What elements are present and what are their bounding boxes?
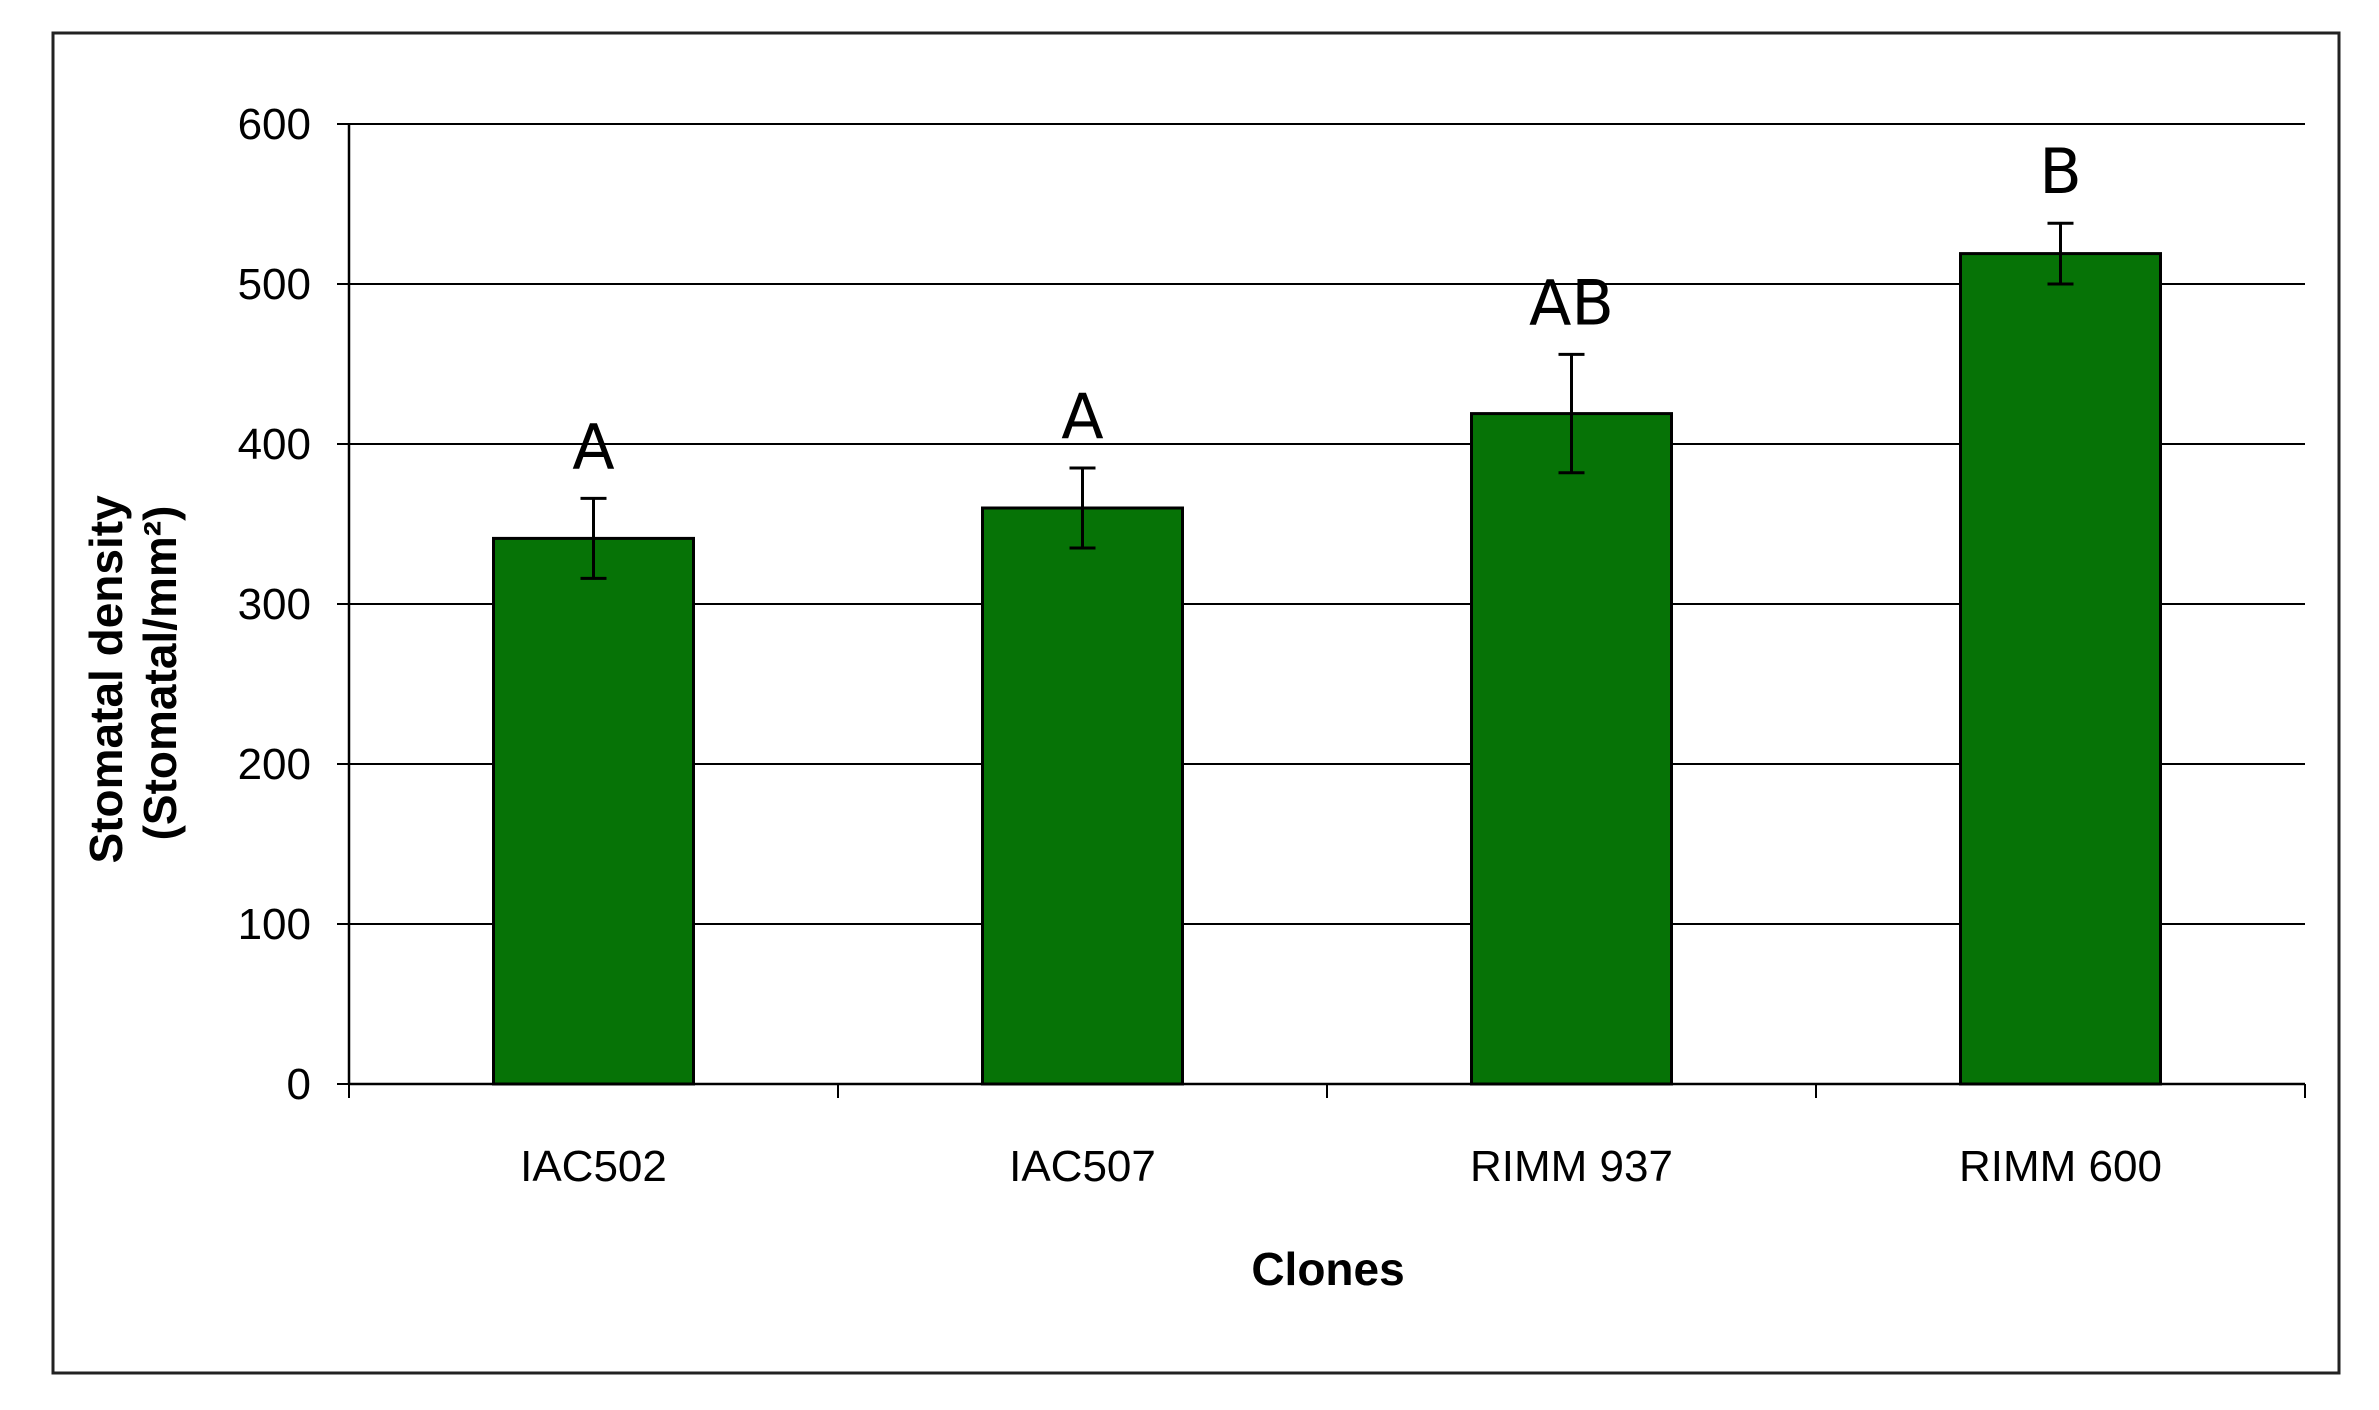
x-axis-ticks: IAC502 IAC507 RIMM 937 RIMM 600: [348, 1084, 2306, 1191]
bar-iac507: [981, 506, 1184, 1086]
significance-letter: A: [572, 410, 614, 483]
x-category-label: IAC507: [1009, 1142, 1156, 1191]
y-axis-title: Stomatal density (Stomatal/mm²): [80, 483, 186, 864]
significance-letter: AB: [1529, 266, 1614, 339]
x-category-label: RIMM 600: [1959, 1142, 2162, 1191]
y-tick-label: 200: [238, 740, 311, 789]
y-tick-label: 500: [238, 260, 311, 309]
y-tick-label: 600: [238, 100, 311, 149]
error-bars: A A AB B: [572, 135, 2082, 580]
x-axis-title: Clones: [1251, 1243, 1404, 1295]
x-category-label: RIMM 937: [1470, 1142, 1673, 1191]
y-tick-label: 0: [287, 1060, 311, 1109]
y-tick-label: 400: [238, 420, 311, 469]
y-axis-title-line1: Stomatal density: [80, 495, 132, 864]
bar-rimm-937: [1470, 412, 1673, 1086]
y-axis-ticks: 0 100 200 300 400 500 600: [238, 100, 349, 1109]
x-category-label: IAC502: [520, 1142, 667, 1191]
bars: [492, 252, 2162, 1086]
y-tick-label: 100: [238, 900, 311, 949]
y-axis-title-line2: (Stomatal/mm²): [134, 506, 186, 841]
y-tick-label: 300: [238, 580, 311, 629]
bar-rimm-600: [1959, 252, 2162, 1086]
bar-iac502: [492, 536, 695, 1086]
chart-frame: [51, 31, 2341, 1375]
significance-letter: A: [1061, 380, 1103, 453]
significance-letter: B: [2039, 135, 2082, 208]
